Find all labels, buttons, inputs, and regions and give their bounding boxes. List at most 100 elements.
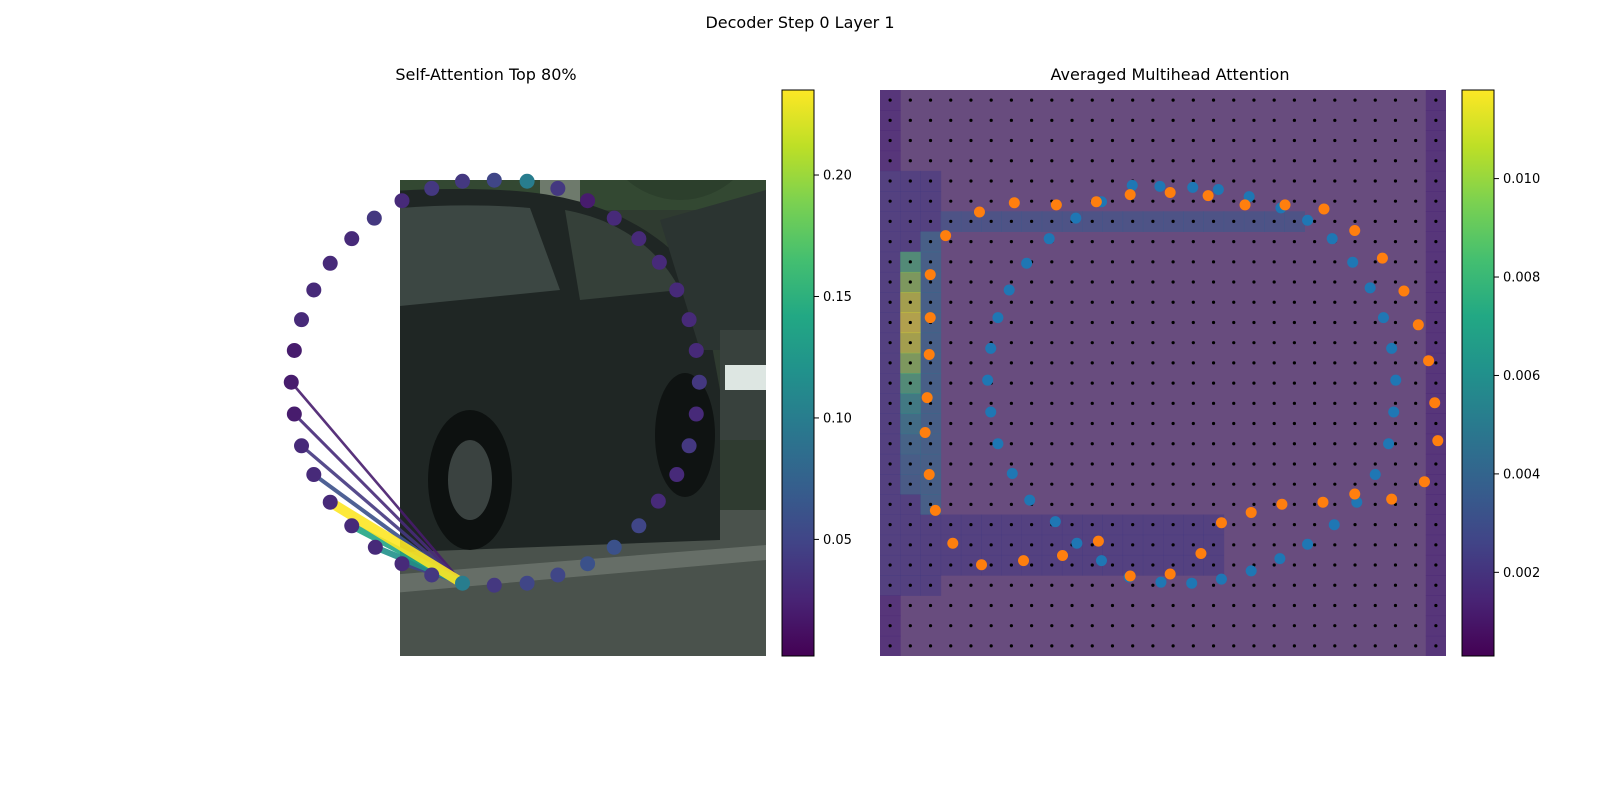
- grid-dot: [1232, 543, 1236, 547]
- grid-dot: [928, 260, 933, 264]
- grid-dot: [1313, 159, 1317, 163]
- grid-dot: [1030, 300, 1034, 304]
- grid-dot: [1272, 502, 1276, 506]
- grid-dot: [1090, 320, 1094, 325]
- left-panel: [200, 90, 766, 656]
- grid-dot: [1414, 482, 1418, 486]
- grid-dot: [1050, 118, 1054, 122]
- grid-dot: [1434, 260, 1438, 264]
- pred-point: [1164, 187, 1176, 199]
- grid-dot: [1070, 260, 1074, 264]
- polygon-vertex: [519, 575, 535, 591]
- grid-dot: [1211, 159, 1216, 163]
- grid-dot: [1110, 624, 1115, 628]
- grid-dot: [928, 159, 933, 163]
- grid-dot: [1373, 482, 1377, 486]
- grid-dot: [1313, 98, 1317, 102]
- grid-dot: [1131, 401, 1135, 405]
- grid-dot: [1333, 482, 1337, 486]
- grid-dot: [1110, 118, 1115, 122]
- grid-dot: [1252, 118, 1256, 122]
- grid-dot: [1272, 462, 1276, 466]
- grid-dot: [1009, 179, 1013, 183]
- grid-dot: [1434, 240, 1438, 244]
- polygon-vertex: [366, 210, 382, 226]
- grid-dot: [989, 624, 993, 628]
- grid-dot: [1191, 280, 1195, 284]
- grid-dot: [1232, 341, 1236, 345]
- grid-dot: [908, 341, 912, 345]
- grid-dot: [908, 563, 912, 567]
- grid-dot: [1313, 563, 1317, 567]
- grid-dot: [1252, 361, 1256, 365]
- grid-dot: [1232, 98, 1236, 102]
- grid-dot: [908, 300, 912, 304]
- grid-dot: [1191, 421, 1195, 426]
- attention-line: [300, 444, 464, 585]
- grid-dot: [949, 624, 953, 628]
- grid-dot: [989, 401, 993, 405]
- grid-dot: [1211, 341, 1216, 345]
- grid-dot: [1434, 98, 1438, 102]
- grid-dot: [1353, 482, 1357, 486]
- grid-dot: [1171, 583, 1175, 587]
- grid-dot: [1393, 118, 1398, 122]
- grid-dot: [1414, 98, 1418, 102]
- colorbar-tick-label: 0.20: [823, 169, 852, 184]
- grid-dot: [1393, 138, 1398, 143]
- grid-dot: [888, 603, 892, 608]
- grid-dot: [1151, 118, 1155, 122]
- grid-dot: [1232, 421, 1236, 426]
- grid-dot: [928, 482, 933, 486]
- grid-dot: [888, 442, 892, 446]
- grid-dot: [1353, 603, 1357, 608]
- grid-dot: [928, 300, 933, 304]
- grid-dot: [888, 361, 892, 365]
- grid-dot: [949, 603, 953, 608]
- grid-dot: [908, 199, 912, 203]
- gt-point: [1155, 576, 1167, 588]
- grid-dot: [1353, 624, 1357, 628]
- pred-point: [1412, 319, 1424, 331]
- grid-dot: [908, 138, 912, 143]
- grid-dot: [1393, 159, 1398, 163]
- grid-dot: [1353, 98, 1357, 102]
- polygon-vertex: [486, 577, 502, 593]
- attention-lines: [290, 381, 466, 588]
- pred-point: [1090, 196, 1102, 208]
- grid-dot: [1414, 138, 1418, 143]
- grid-dot: [1373, 300, 1377, 304]
- polygon-vertex: [322, 494, 338, 510]
- grid-dot: [989, 482, 993, 486]
- grid-dot: [1131, 219, 1135, 223]
- grid-dot: [1050, 624, 1054, 628]
- grid-dot: [1151, 421, 1155, 426]
- grid-dot: [1009, 300, 1013, 304]
- grid-dot: [1070, 199, 1074, 203]
- grid-dot: [1171, 280, 1175, 284]
- grid-dot: [969, 482, 973, 486]
- grid-dot: [1414, 159, 1418, 163]
- grid-dot: [1393, 563, 1398, 567]
- grid-dot: [1110, 421, 1115, 426]
- grid-dot: [969, 563, 973, 567]
- grid-dot: [1211, 462, 1216, 466]
- grid-dot: [928, 381, 933, 385]
- grid-dot: [1434, 563, 1438, 567]
- grid-dot: [928, 543, 933, 547]
- gt-point: [1024, 494, 1036, 506]
- grid-dot: [1373, 98, 1377, 102]
- grid-dot: [1050, 462, 1054, 466]
- grid-dot: [1232, 300, 1236, 304]
- grid-dot: [1090, 341, 1094, 345]
- grid-dot: [1313, 138, 1317, 143]
- grid-dot: [949, 300, 953, 304]
- grid-dot: [989, 543, 993, 547]
- grid-dot: [1333, 98, 1337, 102]
- grid-dot: [1171, 159, 1175, 163]
- grid-dot: [1009, 644, 1013, 648]
- grid-dot: [1191, 341, 1195, 345]
- grid-dot: [1211, 421, 1216, 426]
- grid-dot: [1151, 381, 1155, 385]
- grid-dot: [1414, 502, 1418, 506]
